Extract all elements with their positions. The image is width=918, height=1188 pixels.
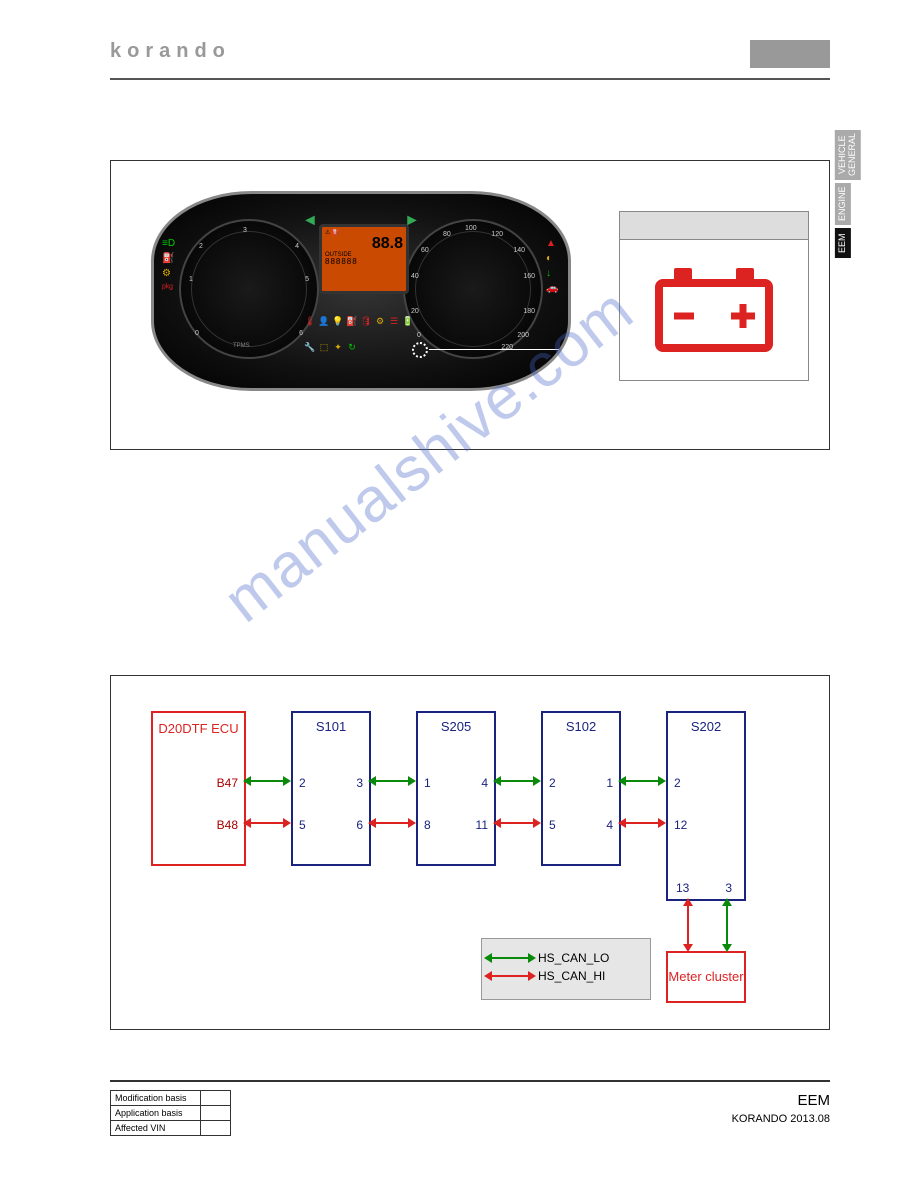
page-header: korando: [110, 40, 830, 80]
lcd-big: 88.8: [325, 236, 403, 252]
tpms-label: TPMS: [233, 343, 250, 349]
node-label: S101: [293, 719, 369, 734]
can-arrow: [251, 780, 283, 782]
turn-right-icon: ►: [404, 212, 420, 230]
legend-arrow-green: [492, 957, 528, 959]
pin: 1: [424, 776, 431, 790]
can-arrow: [626, 780, 658, 782]
node-label: S102: [543, 719, 619, 734]
battery-callout: [619, 211, 809, 381]
tachometer-gauge: 0 1 2 3 4 5 6 TPMS: [179, 219, 319, 359]
can-arrow: [376, 780, 408, 782]
pin: 2: [549, 776, 556, 790]
battery-icon: [649, 258, 779, 358]
side-tab-engine: ENGINE: [835, 183, 851, 225]
can-diagram-box: D20DTF ECU B47 B48 S101 2 3 5 6 S205 1 4…: [110, 675, 830, 1030]
tick: 160: [523, 273, 535, 280]
pin: 5: [299, 818, 306, 832]
tick: 6: [299, 330, 303, 337]
callout-marker: [412, 342, 428, 358]
pin: 11: [476, 818, 488, 832]
can-arrow: [687, 906, 689, 944]
node-s101: S101 2 3 5 6: [291, 711, 371, 866]
pin: B48: [217, 818, 238, 832]
node-label: S205: [418, 719, 494, 734]
footer-table: Modification basis Application basis Aff…: [110, 1090, 231, 1136]
speedometer-gauge: 0 20 40 60 80 100 120 140 160 180 200 22…: [403, 219, 543, 359]
tick: 80: [443, 231, 451, 238]
node-label: S202: [668, 719, 744, 734]
tick: 200: [517, 332, 529, 339]
tick: 2: [199, 243, 203, 250]
footer-row: Application basis: [111, 1106, 201, 1121]
right-indicators: ▲◐↓🚗: [546, 234, 560, 298]
lcd-odo: 888888: [325, 258, 403, 266]
side-tabs: VEHICLE GENERAL ENGINE EEM: [835, 130, 875, 261]
tick: 180: [523, 308, 535, 315]
callout-header: [620, 212, 808, 240]
pin: 8: [424, 818, 431, 832]
meter-label: Meter cluster: [668, 969, 743, 985]
side-tab-vehicle: VEHICLE GENERAL: [835, 130, 861, 180]
page-footer: Modification basis Application basis Aff…: [110, 1080, 830, 1150]
footer-row: Modification basis: [111, 1091, 201, 1106]
pin: 6: [356, 818, 363, 832]
left-indicators: ≡D⛽⚙ᵖᵏᵍ: [162, 234, 176, 298]
lcd-display: ⚠ ⛽ 88.8 OUTSIDE 888888: [319, 224, 409, 294]
tick: 140: [513, 247, 525, 254]
legend: HS_CAN_LO HS_CAN_HI: [481, 938, 651, 1000]
turn-left-icon: ◄: [302, 212, 318, 230]
tick: 20: [411, 308, 419, 315]
tick: 1: [189, 276, 193, 283]
pin: 4: [481, 776, 488, 790]
can-arrow: [251, 822, 283, 824]
node-ecu: D20DTF ECU B47 B48: [151, 711, 246, 866]
pin: 13: [676, 881, 689, 895]
node-meter: Meter cluster: [666, 951, 746, 1003]
pin: 3: [356, 776, 363, 790]
pin: 4: [606, 818, 613, 832]
legend-lo-label: HS_CAN_LO: [538, 951, 609, 965]
can-arrow: [376, 822, 408, 824]
node-s102: S102 2 1 5 4: [541, 711, 621, 866]
can-arrow: [501, 780, 533, 782]
pin: 2: [299, 776, 306, 790]
header-box: [750, 40, 830, 68]
warning-lights: 🌡👤💡⛽ 🛢⚙☰🔋 🔧⬚✦↻: [304, 316, 424, 366]
legend-hi: HS_CAN_HI: [492, 969, 640, 983]
can-arrow: [626, 822, 658, 824]
tick: 3: [243, 227, 247, 234]
node-s205: S205 1 4 8 11: [416, 711, 496, 866]
can-arrow: [501, 822, 533, 824]
tick: 5: [305, 276, 309, 283]
tick: 0: [195, 330, 199, 337]
tick: 40: [411, 273, 419, 280]
side-tab-eem: EEM: [835, 228, 851, 258]
ecu-label: D20DTF ECU: [158, 721, 238, 736]
tick: 60: [421, 247, 429, 254]
pin: B47: [217, 776, 238, 790]
footer-row: Affected VIN: [111, 1121, 201, 1136]
tick: 4: [295, 243, 299, 250]
instrument-cluster: 0 1 2 3 4 5 6 TPMS 0 20 40 60 80 100 120…: [151, 191, 571, 391]
legend-hi-label: HS_CAN_HI: [538, 969, 605, 983]
pin: 5: [549, 818, 556, 832]
node-s202: S202 2 12 13 3: [666, 711, 746, 901]
brand-logo: korando: [110, 40, 231, 62]
footer-doc: KORANDO 2013.08: [732, 1113, 830, 1125]
footer-section: EEM: [732, 1092, 830, 1109]
legend-arrow-red: [492, 975, 528, 977]
legend-lo: HS_CAN_LO: [492, 951, 640, 965]
footer-right: EEM KORANDO 2013.08: [732, 1092, 830, 1125]
pin: 1: [606, 776, 613, 790]
pin: 12: [674, 818, 687, 832]
tick: 100: [465, 225, 477, 232]
can-arrow: [726, 906, 728, 944]
figure-cluster-box: 0 1 2 3 4 5 6 TPMS 0 20 40 60 80 100 120…: [110, 160, 830, 450]
pin: 3: [725, 881, 732, 895]
tick: 120: [491, 231, 503, 238]
pin: 2: [674, 776, 681, 790]
callout-line: [429, 349, 571, 350]
